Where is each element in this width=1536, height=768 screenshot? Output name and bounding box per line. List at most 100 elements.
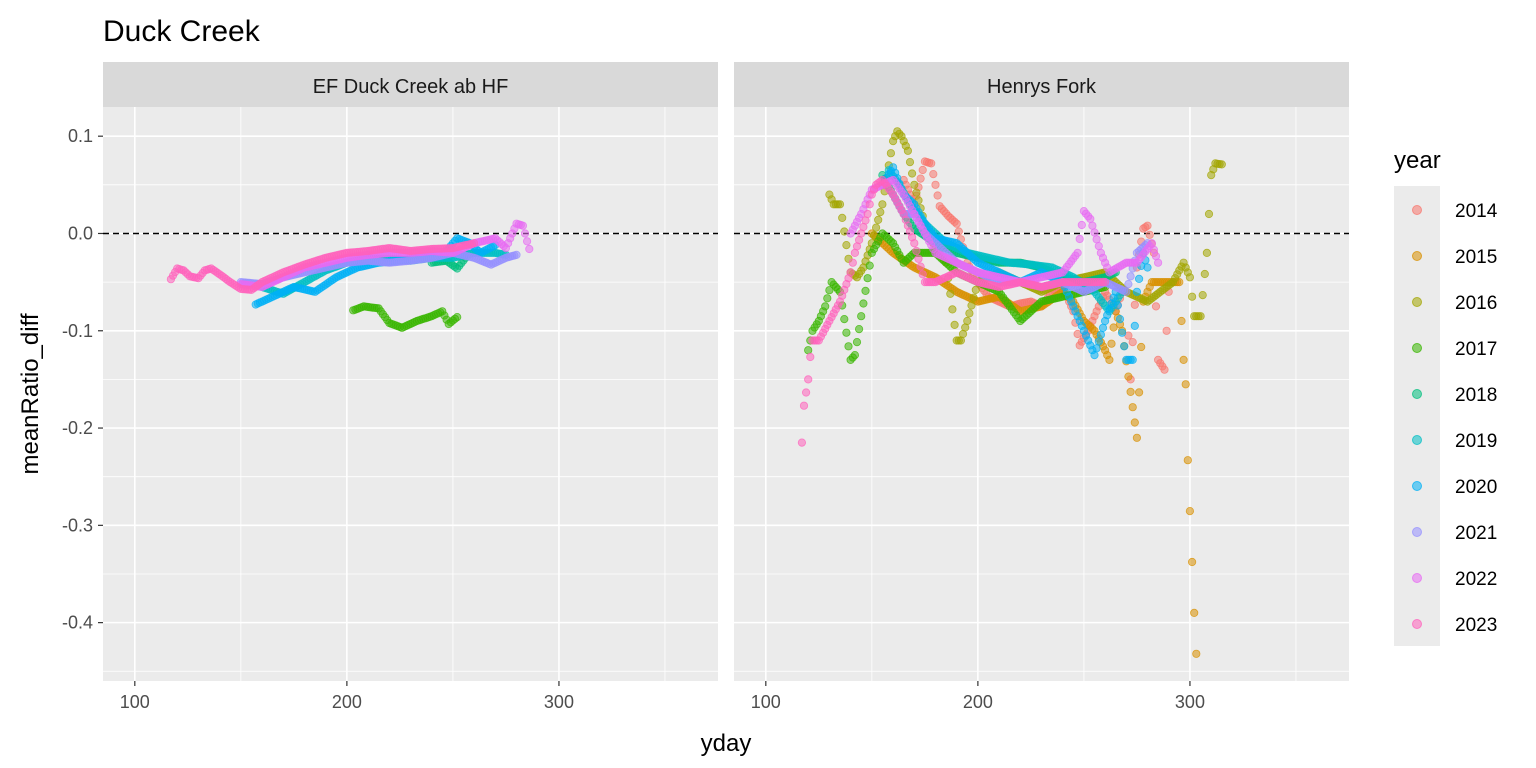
data-point-2023	[916, 262, 925, 271]
data-point-2015	[1181, 380, 1190, 389]
y-axis-ticks: 0.1 0.0 -0.1 -0.2 -0.3 -0.4	[62, 126, 103, 633]
x-axis-ticks: 100 200 300	[751, 681, 1205, 712]
legend-title: year	[1394, 147, 1441, 174]
panel-grid	[103, 107, 718, 681]
x-tick-label: 100	[120, 692, 150, 712]
data-point-2023	[914, 254, 923, 263]
x-axis-ticks: 100 200 300	[120, 681, 574, 712]
legend-label: 2018	[1455, 385, 1497, 406]
data-point-2017	[840, 314, 849, 324]
data-point-2016	[886, 149, 896, 158]
data-point-2014	[1145, 230, 1154, 239]
data-point-2022	[522, 237, 532, 246]
x-tick-label: 300	[1175, 692, 1205, 712]
data-point-2022	[1154, 258, 1163, 267]
data-point-2020	[1118, 328, 1127, 337]
data-point-2014	[1160, 365, 1169, 374]
data-point-2020	[1128, 355, 1137, 364]
data-point-2014	[1143, 221, 1152, 230]
data-point-2017	[821, 302, 830, 311]
data-point-2022	[1094, 242, 1103, 251]
panel-strip	[103, 62, 718, 107]
x-tick-label: 100	[751, 692, 781, 712]
panel-henrys-fork: Henrys Fork 100 200 300	[734, 62, 1349, 712]
data-point-2023	[863, 209, 872, 219]
data-point-2023	[799, 401, 809, 410]
data-point-2014	[1073, 329, 1082, 339]
legend-label: 2021	[1455, 523, 1497, 544]
data-point-2014	[916, 174, 925, 183]
data-point-2016	[969, 293, 978, 302]
y-tick-label: -0.3	[62, 515, 93, 535]
data-point-2020	[1143, 263, 1152, 272]
data-point-2020	[1132, 287, 1142, 296]
data-point-2017	[804, 346, 813, 355]
legend-key-2016	[1412, 297, 1422, 307]
data-point-2016	[971, 285, 980, 294]
data-point-2016	[910, 180, 919, 189]
data-point-2022	[1090, 228, 1099, 237]
legend-label: 2019	[1455, 431, 1497, 452]
data-point-2023	[804, 375, 813, 384]
data-point-2020	[1135, 274, 1144, 283]
data-point-2022	[520, 229, 530, 238]
data-point-2016	[874, 215, 883, 224]
data-point-2022	[1092, 235, 1101, 244]
data-point-2020	[1113, 301, 1122, 310]
legend-key-2014	[1412, 205, 1422, 215]
data-point-2017	[859, 299, 868, 308]
data-point-2015	[1192, 649, 1201, 658]
data-point-2015	[1185, 506, 1195, 516]
data-point-2023	[806, 352, 815, 362]
legend-key-2017	[1412, 343, 1422, 353]
data-point-2015	[1190, 608, 1199, 618]
x-tick-label: 300	[544, 692, 574, 712]
data-point-2017	[854, 324, 864, 334]
y-tick-label: -0.4	[62, 613, 93, 633]
y-axis-title: meanRatio_diff	[17, 313, 44, 474]
data-point-2020	[1115, 314, 1125, 324]
legend-key-background	[1394, 186, 1440, 646]
data-point-2016	[912, 188, 921, 197]
data-point-2020	[1094, 337, 1103, 346]
data-point-2022	[1086, 214, 1095, 223]
legend-label: 2015	[1455, 247, 1497, 268]
legend-label: 2016	[1455, 293, 1497, 314]
data-point-2014	[1162, 326, 1171, 335]
data-point-2014	[1151, 302, 1161, 311]
data-point-2015	[1109, 323, 1118, 332]
panel-background	[103, 107, 718, 681]
data-point-2015	[1128, 403, 1137, 412]
legend-key-2020	[1412, 481, 1422, 491]
legend-label: 2022	[1455, 569, 1497, 590]
data-point-2015	[1188, 557, 1197, 567]
data-point-2014	[954, 227, 963, 236]
data-point-2021	[1126, 272, 1135, 281]
data-point-2016	[871, 223, 881, 232]
data-point-2016	[1196, 312, 1205, 321]
data-point-2015	[1132, 433, 1142, 442]
data-point-2023	[469, 239, 479, 248]
data-point-2017	[453, 312, 462, 322]
data-point-2015	[1137, 342, 1146, 352]
data-point-2023	[797, 438, 807, 447]
y-tick-label: 0.1	[68, 126, 93, 146]
legend-items: 2014 2015 2016 2017 2018 2019 2020 2021 2022 2023	[1412, 201, 1498, 636]
panel-strip	[734, 62, 1349, 107]
data-point-2017	[842, 328, 851, 337]
panel-points	[797, 127, 1226, 658]
data-point-2016	[878, 200, 887, 209]
data-point-2016	[905, 158, 915, 167]
data-point-2016	[1200, 269, 1209, 279]
data-point-2020	[1090, 350, 1099, 360]
data-point-2016	[907, 169, 917, 178]
data-point-2015	[1135, 388, 1144, 397]
data-point-2017	[865, 261, 874, 270]
y-tick-label: 0.0	[68, 223, 93, 243]
data-point-2022	[1075, 234, 1084, 244]
data-point-2022	[518, 221, 528, 230]
data-point-2022	[1073, 248, 1082, 257]
data-point-2015	[1107, 339, 1116, 348]
legend-label: 2020	[1455, 477, 1497, 498]
data-point-2015	[1124, 372, 1133, 381]
